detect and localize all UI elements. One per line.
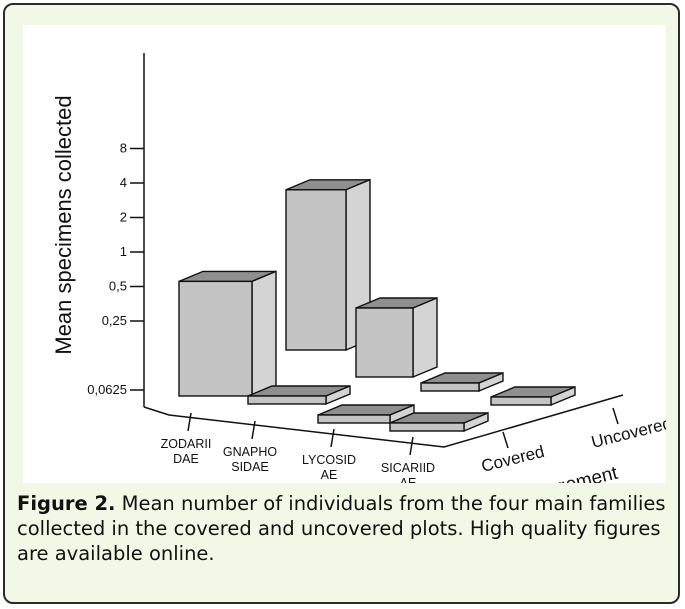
x-tick-label: DAE bbox=[173, 452, 199, 466]
bar-covered-0 bbox=[179, 281, 252, 396]
x-tick-mark bbox=[331, 429, 334, 447]
bar-uncovered-0 bbox=[286, 190, 346, 350]
bar-covered-3 bbox=[390, 423, 464, 431]
x-tick-label: AE bbox=[400, 476, 417, 483]
figure-frame: 0,0625 0,25 0,5 1 2 4 8 Mean specimens collecte… bbox=[3, 3, 680, 604]
bar-uncovered-2 bbox=[421, 383, 479, 391]
y-tick-label: 1 bbox=[120, 244, 127, 259]
bar-covered-0-side bbox=[252, 271, 276, 396]
x-tick-label: AE bbox=[321, 468, 338, 482]
y-axis-label: Mean specimens collected bbox=[51, 95, 76, 354]
x-tick-label: SIDAE bbox=[231, 460, 269, 474]
y-tick-label: 2 bbox=[120, 210, 127, 225]
y-tick-label: 0,5 bbox=[109, 279, 127, 294]
depth-tick-mark bbox=[613, 408, 618, 424]
y-tick-label: 0,25 bbox=[102, 313, 127, 328]
depth-tick-label: Covered bbox=[479, 442, 546, 476]
x-tick-mark bbox=[252, 421, 255, 439]
x-tick-label: LYCOSID bbox=[302, 453, 356, 467]
y-tick-label: 8 bbox=[120, 141, 127, 156]
caption-text: Mean number of individuals from the four… bbox=[17, 492, 666, 565]
x-tick-mark bbox=[188, 413, 191, 431]
bar-uncovered-1-side bbox=[413, 298, 437, 377]
depth-tick-label: Uncovered bbox=[589, 414, 666, 452]
x-tick-label: ZODARII bbox=[161, 437, 212, 451]
bar-uncovered-1 bbox=[356, 308, 413, 377]
bar-chart-3d: 0,0625 0,25 0,5 1 2 4 8 Mean specimens collecte… bbox=[23, 25, 666, 483]
plot-area: 0,0625 0,25 0,5 1 2 4 8 Mean specimens collecte… bbox=[23, 25, 666, 483]
figure-caption: Figure 2. Mean number of individuals fro… bbox=[17, 491, 672, 566]
x-tick-mark bbox=[410, 437, 413, 455]
y-tick-label: 0,0625 bbox=[87, 382, 127, 397]
bar-covered-2 bbox=[318, 415, 390, 423]
x-tick-label: SICARIID bbox=[381, 461, 435, 475]
depth-tick-mark bbox=[503, 432, 508, 448]
bar-uncovered-3 bbox=[491, 397, 551, 405]
y-tick-label: 4 bbox=[120, 175, 127, 190]
x-tick-label: GNAPHO bbox=[223, 445, 277, 459]
caption-label: Figure 2. bbox=[17, 492, 115, 515]
bar-covered-1 bbox=[248, 396, 326, 404]
